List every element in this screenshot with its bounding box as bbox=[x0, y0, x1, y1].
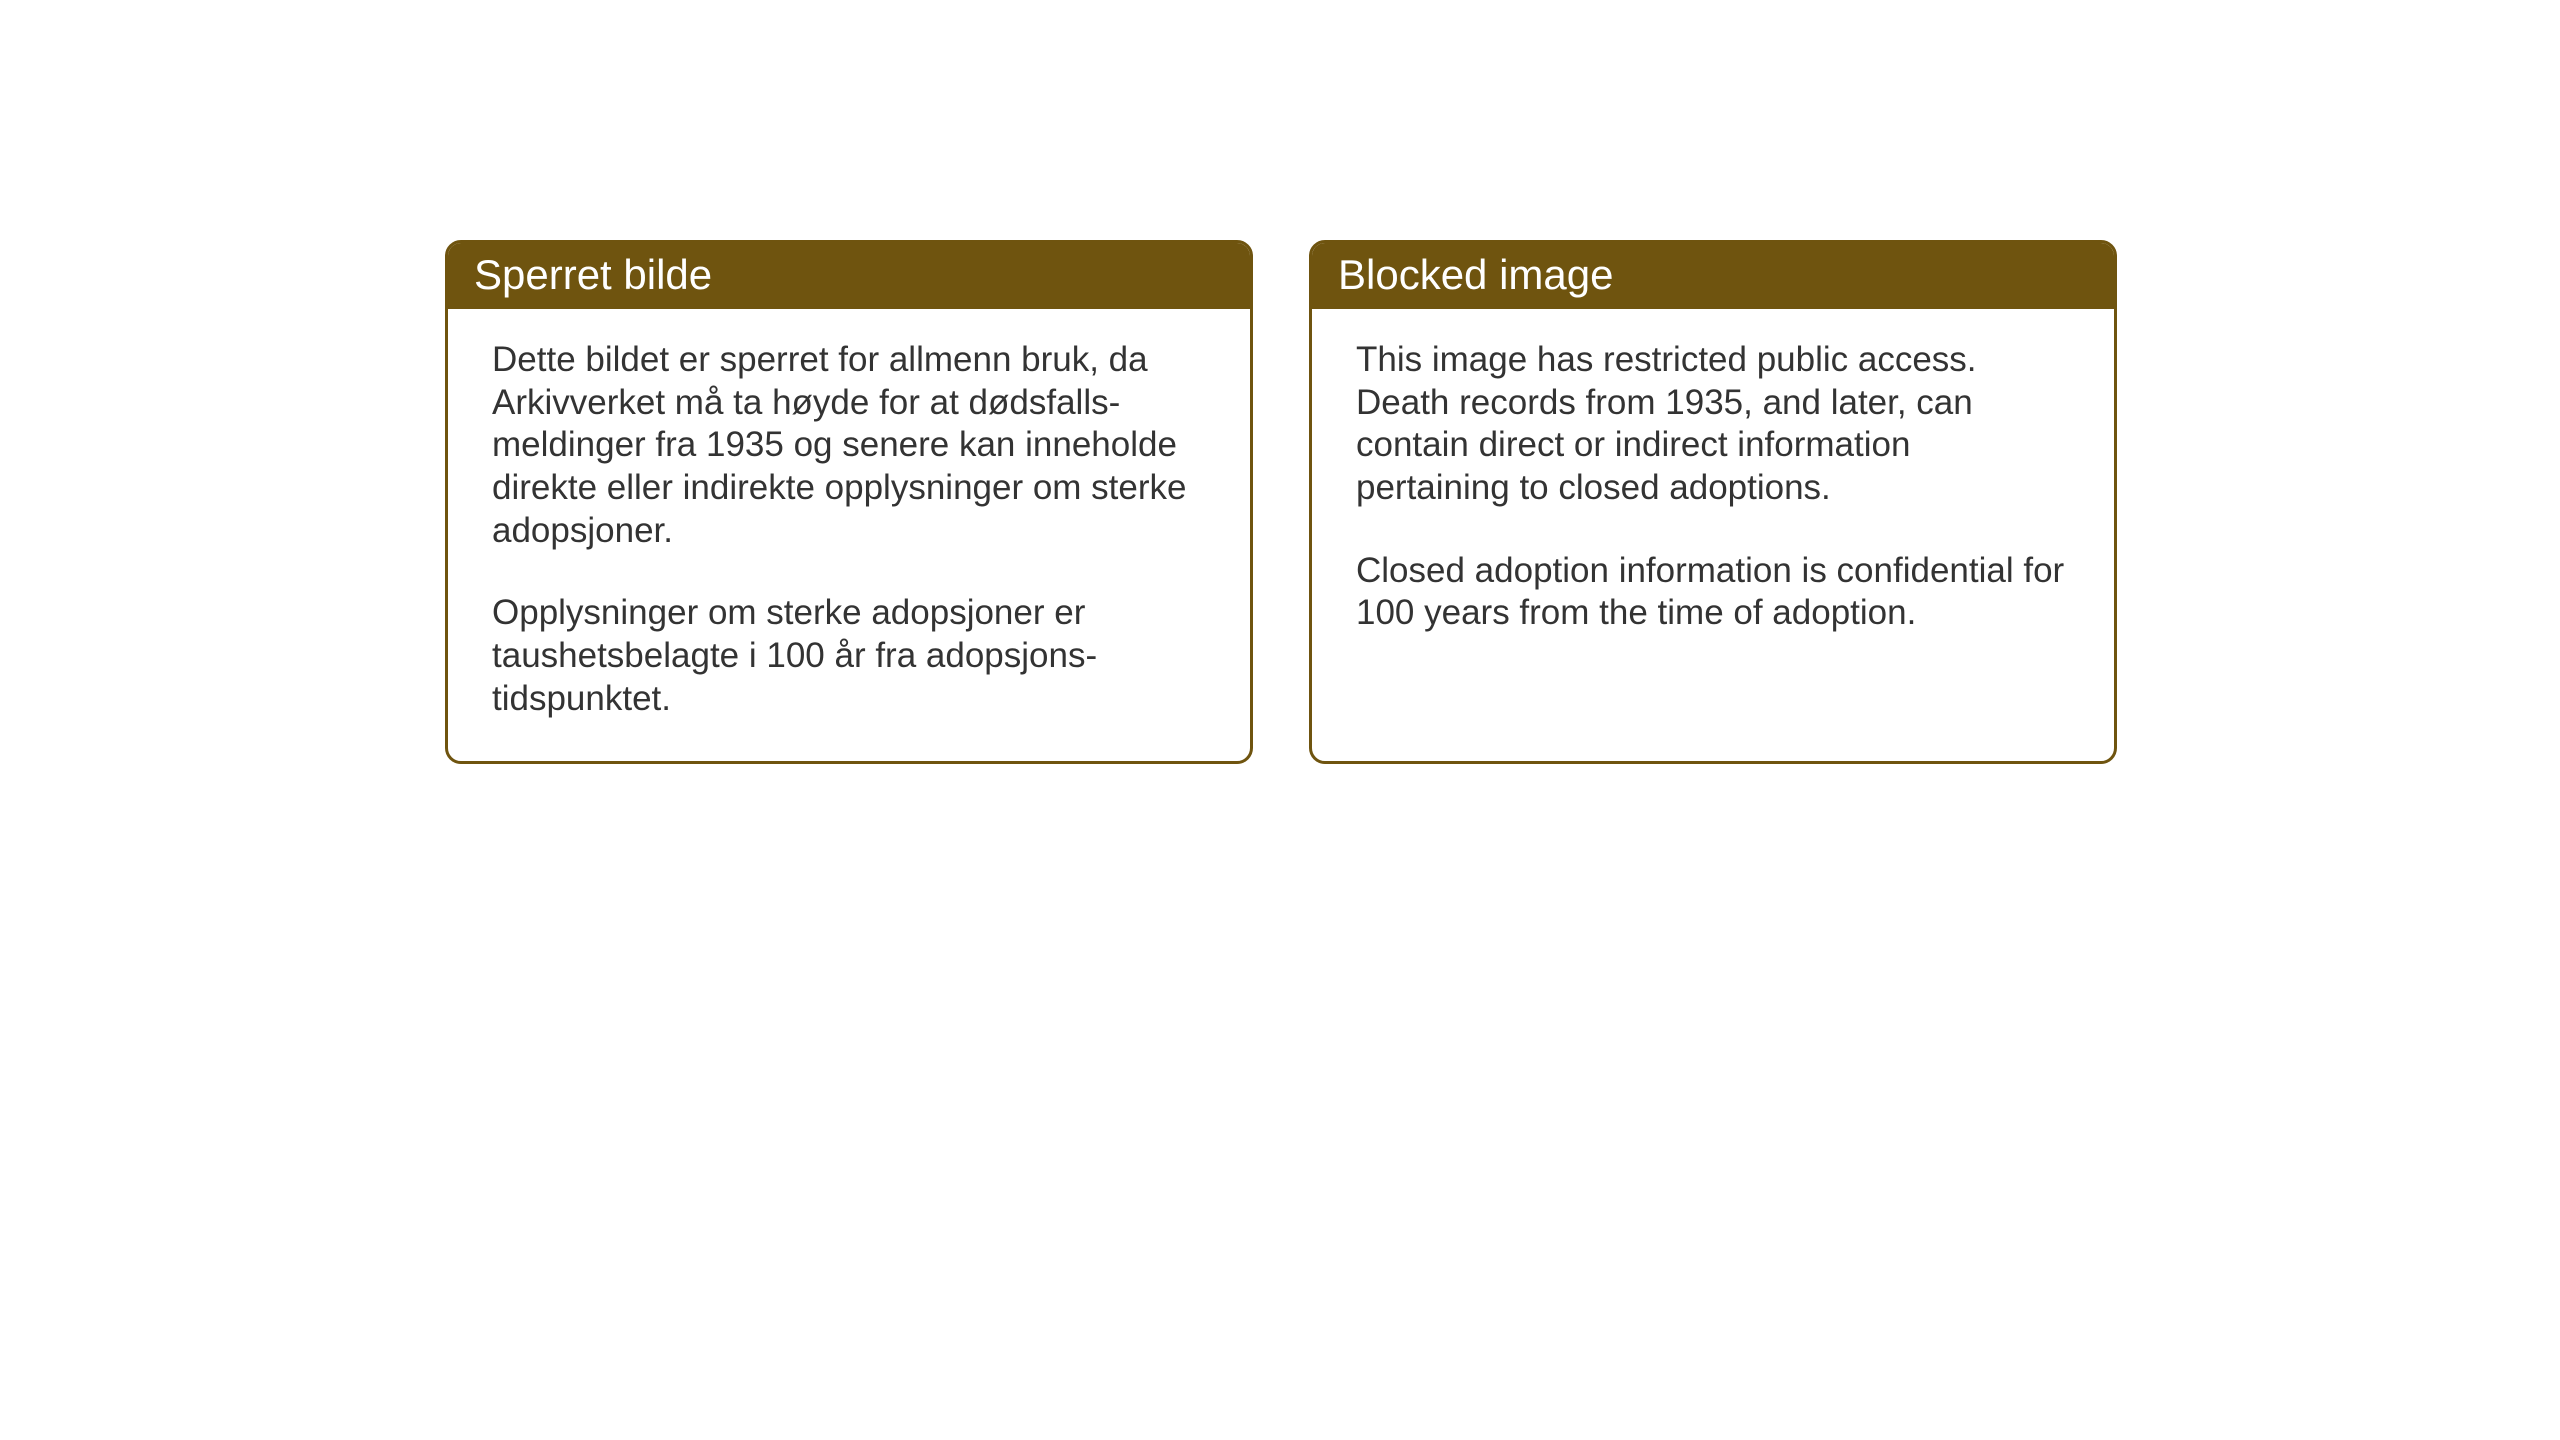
norwegian-notice-card: Sperret bilde Dette bildet er sperret fo… bbox=[445, 240, 1253, 764]
english-paragraph-2: Closed adoption information is confident… bbox=[1356, 550, 2070, 635]
norwegian-card-body: Dette bildet er sperret for allmenn bruk… bbox=[448, 309, 1250, 761]
english-paragraph-1: This image has restricted public access.… bbox=[1356, 339, 2070, 510]
english-card-body: This image has restricted public access.… bbox=[1312, 309, 2114, 741]
norwegian-paragraph-1: Dette bildet er sperret for allmenn bruk… bbox=[492, 339, 1206, 552]
norwegian-paragraph-2: Opplysninger om sterke adopsjoner er tau… bbox=[492, 592, 1206, 720]
notice-container: Sperret bilde Dette bildet er sperret fo… bbox=[445, 240, 2117, 764]
english-card-title: Blocked image bbox=[1312, 243, 2114, 309]
norwegian-card-title: Sperret bilde bbox=[448, 243, 1250, 309]
english-notice-card: Blocked image This image has restricted … bbox=[1309, 240, 2117, 764]
